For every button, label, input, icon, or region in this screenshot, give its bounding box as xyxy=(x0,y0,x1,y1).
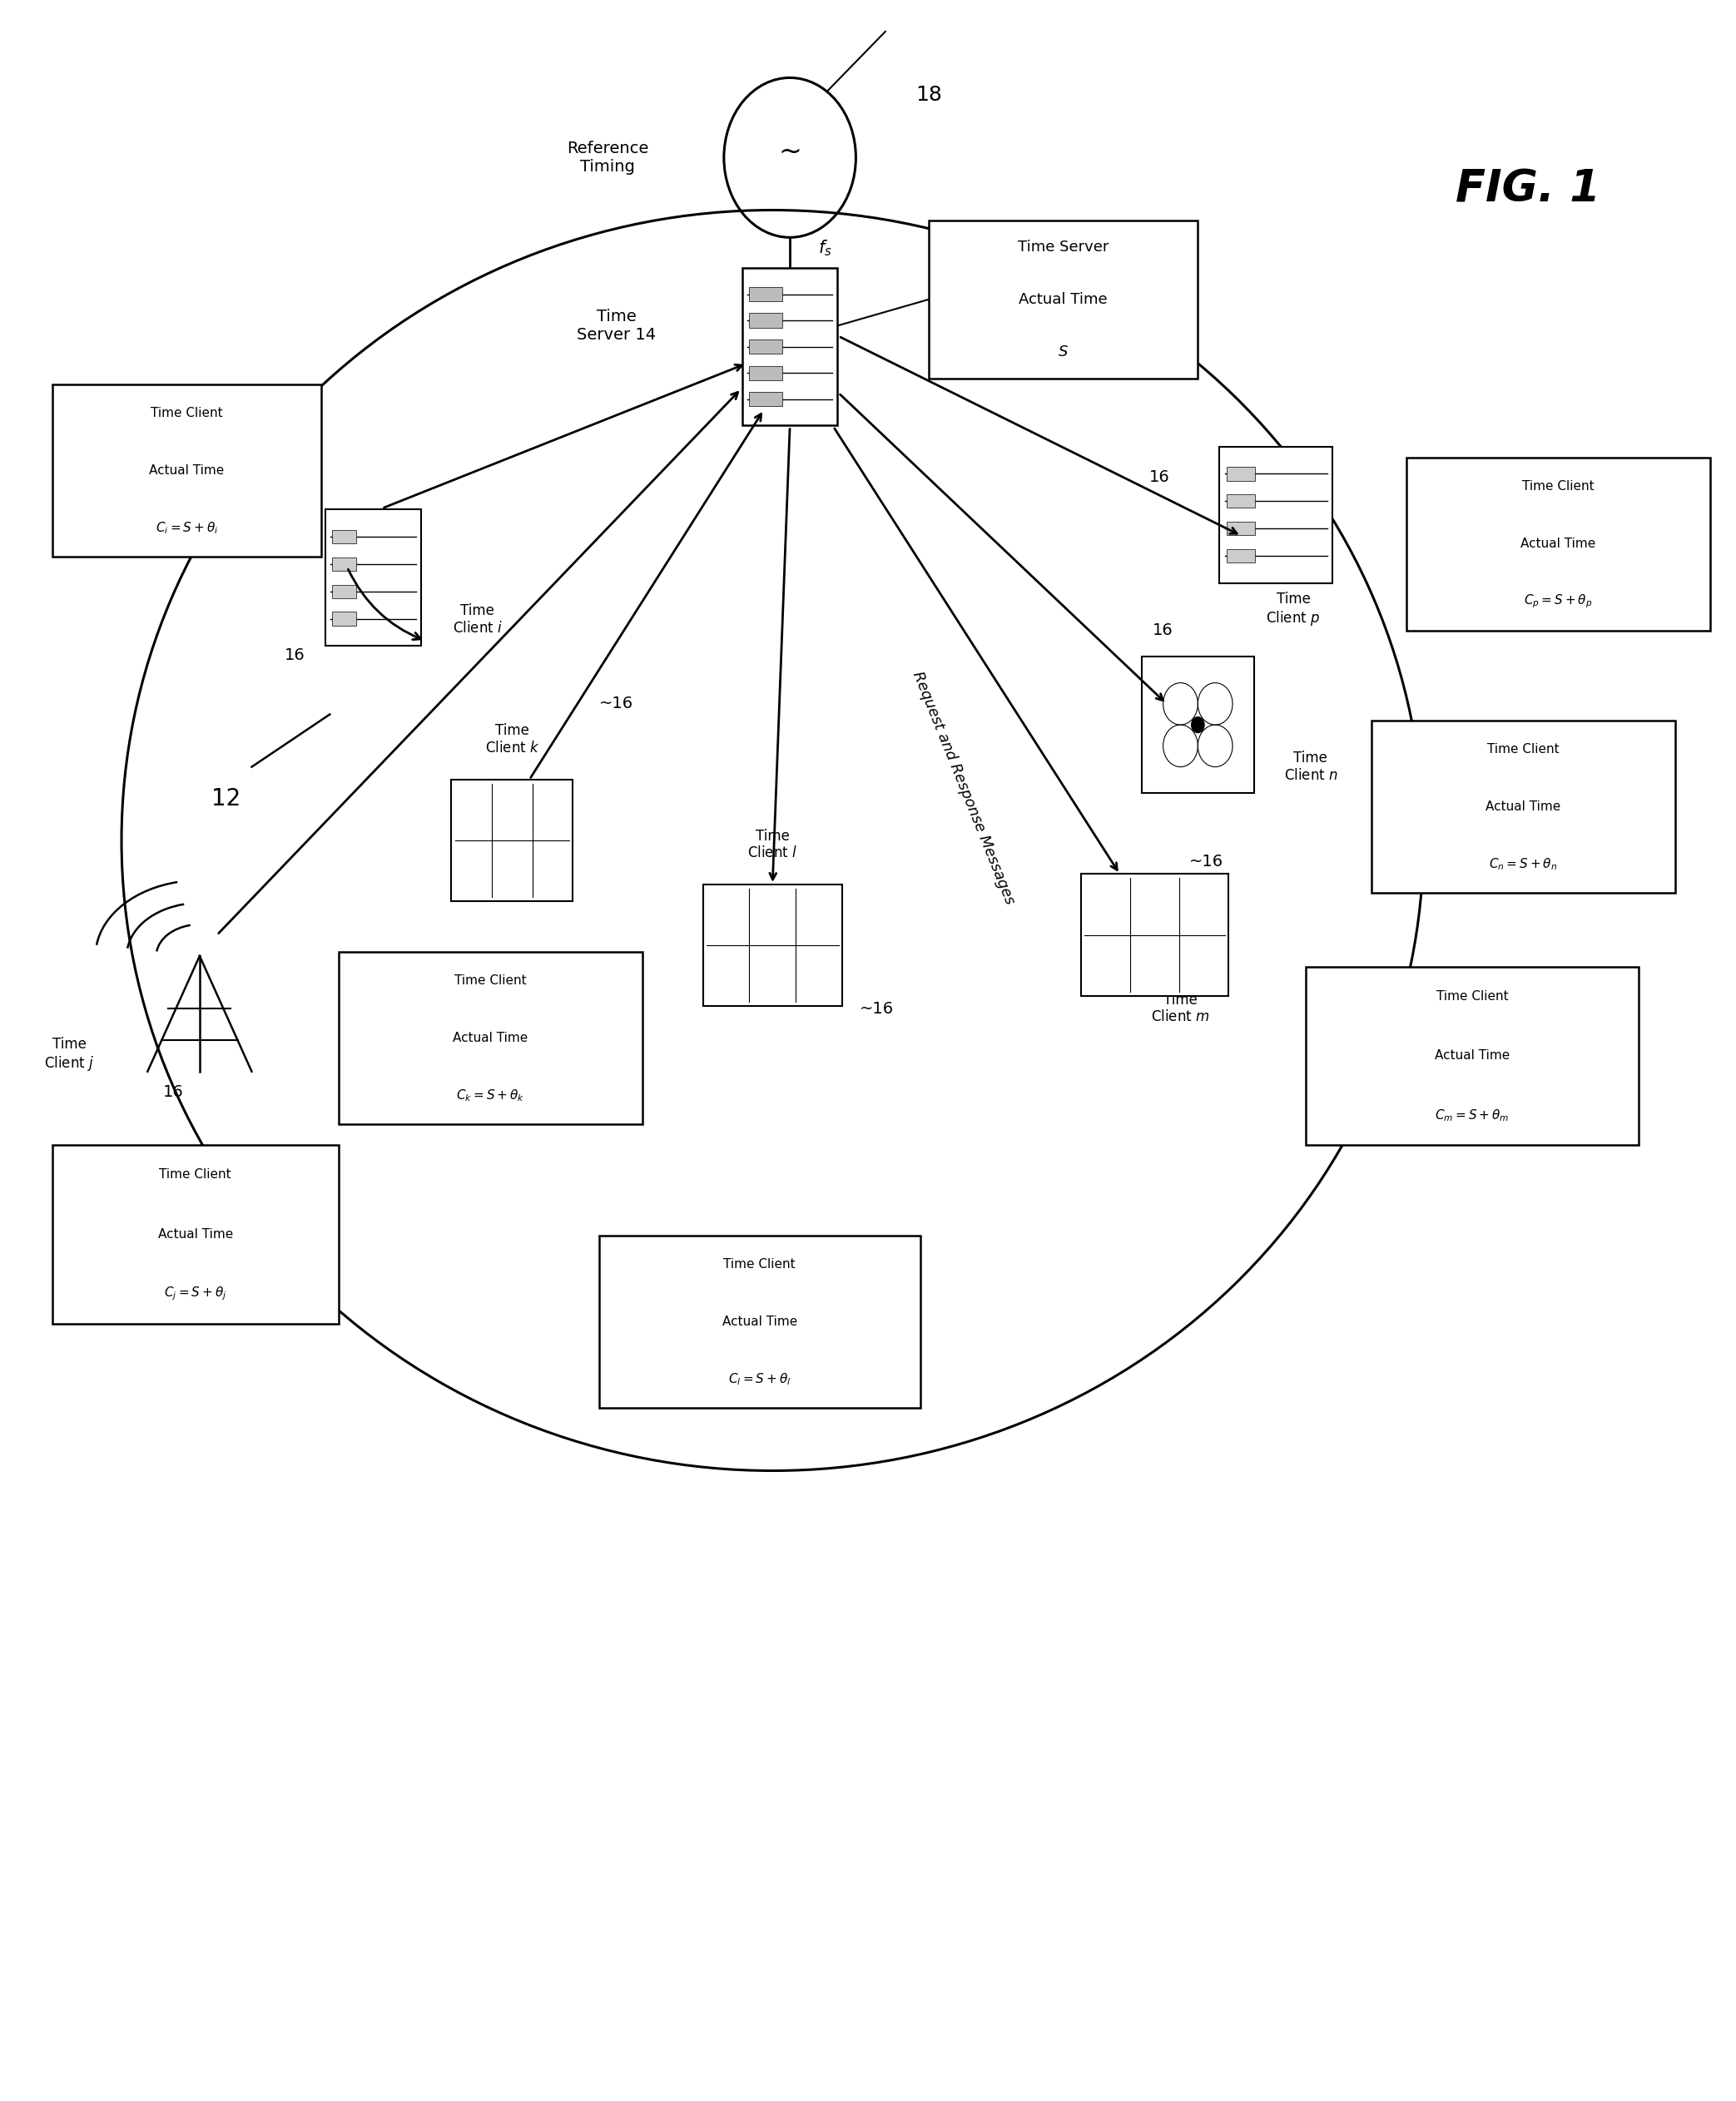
Text: $C_p = S + \theta_p$: $C_p = S + \theta_p$ xyxy=(1524,592,1592,609)
FancyBboxPatch shape xyxy=(52,384,321,557)
FancyBboxPatch shape xyxy=(332,529,356,544)
FancyBboxPatch shape xyxy=(332,611,356,626)
Text: ~: ~ xyxy=(778,137,802,166)
Circle shape xyxy=(1191,716,1205,733)
FancyBboxPatch shape xyxy=(750,313,783,328)
Text: Actual Time: Actual Time xyxy=(1486,800,1561,813)
Text: $C_j = S + \theta_j$: $C_j = S + \theta_j$ xyxy=(163,1286,227,1303)
Text: Actual Time: Actual Time xyxy=(1434,1050,1510,1061)
Text: ~16: ~16 xyxy=(859,1000,894,1017)
FancyBboxPatch shape xyxy=(1226,466,1255,481)
Text: 16: 16 xyxy=(1153,622,1174,639)
FancyBboxPatch shape xyxy=(1080,874,1229,996)
FancyBboxPatch shape xyxy=(1226,494,1255,508)
Text: Time
Client $k$: Time Client $k$ xyxy=(484,723,540,756)
Text: 10: 10 xyxy=(290,534,318,559)
FancyBboxPatch shape xyxy=(929,221,1198,378)
Text: Time Client: Time Client xyxy=(1488,744,1559,756)
Text: $C_k = S + \theta_k$: $C_k = S + \theta_k$ xyxy=(457,1088,524,1103)
Text: 16: 16 xyxy=(1149,469,1170,485)
Text: $f_s$: $f_s$ xyxy=(818,237,832,258)
Text: 16: 16 xyxy=(285,647,306,664)
FancyBboxPatch shape xyxy=(1226,521,1255,536)
FancyBboxPatch shape xyxy=(339,952,642,1124)
Text: Time
Client $p$: Time Client $p$ xyxy=(1266,590,1321,628)
FancyBboxPatch shape xyxy=(1141,656,1253,792)
Text: $C_i = S + \theta_i$: $C_i = S + \theta_i$ xyxy=(155,521,219,536)
FancyBboxPatch shape xyxy=(1406,458,1710,630)
Text: $C_n = S + \theta_n$: $C_n = S + \theta_n$ xyxy=(1489,857,1557,872)
Text: Actual Time: Actual Time xyxy=(1019,292,1108,307)
FancyBboxPatch shape xyxy=(1219,445,1333,582)
FancyBboxPatch shape xyxy=(332,584,356,599)
Text: Actual Time: Actual Time xyxy=(158,1229,233,1240)
FancyBboxPatch shape xyxy=(750,366,783,380)
Text: $C_m = S + \theta_m$: $C_m = S + \theta_m$ xyxy=(1436,1107,1509,1124)
Text: Actual Time: Actual Time xyxy=(453,1032,528,1044)
Text: Time Client: Time Client xyxy=(160,1168,231,1181)
FancyBboxPatch shape xyxy=(52,1145,339,1324)
FancyBboxPatch shape xyxy=(332,557,356,571)
FancyBboxPatch shape xyxy=(703,885,842,1006)
Text: Time
Client $j$: Time Client $j$ xyxy=(45,1036,94,1074)
FancyBboxPatch shape xyxy=(451,779,573,901)
FancyBboxPatch shape xyxy=(750,288,783,300)
FancyBboxPatch shape xyxy=(599,1235,920,1408)
FancyBboxPatch shape xyxy=(743,267,837,424)
Text: 18: 18 xyxy=(915,84,943,105)
Text: 12: 12 xyxy=(212,786,240,811)
FancyBboxPatch shape xyxy=(1226,548,1255,563)
Text: Time Client: Time Client xyxy=(1522,481,1594,494)
Text: Time Server: Time Server xyxy=(1017,240,1109,254)
Text: Time
Client $n$: Time Client $n$ xyxy=(1283,750,1338,784)
Text: Actual Time: Actual Time xyxy=(149,464,224,477)
Text: Request and Response Messages: Request and Response Messages xyxy=(910,670,1017,906)
FancyBboxPatch shape xyxy=(1305,966,1639,1145)
FancyBboxPatch shape xyxy=(326,508,420,647)
FancyBboxPatch shape xyxy=(1371,721,1675,893)
Text: 16: 16 xyxy=(163,1084,184,1101)
Text: Actual Time: Actual Time xyxy=(1521,538,1595,550)
Text: Time Client: Time Client xyxy=(724,1258,795,1271)
Text: FIG. 1: FIG. 1 xyxy=(1455,168,1601,210)
Text: Time Client: Time Client xyxy=(151,408,222,420)
Text: $C_l = S + \theta_l$: $C_l = S + \theta_l$ xyxy=(727,1372,792,1387)
Text: Reference
Timing: Reference Timing xyxy=(566,141,649,174)
Text: ~16: ~16 xyxy=(1189,853,1224,870)
Text: Time
Server 14: Time Server 14 xyxy=(576,309,656,342)
Text: Time
Client $m$: Time Client $m$ xyxy=(1151,992,1210,1025)
FancyBboxPatch shape xyxy=(750,340,783,353)
Text: Time
Client $l$: Time Client $l$ xyxy=(748,828,797,861)
FancyBboxPatch shape xyxy=(750,393,783,405)
Text: Actual Time: Actual Time xyxy=(722,1315,797,1328)
Text: Time Client: Time Client xyxy=(1436,990,1509,1002)
Text: ~16: ~16 xyxy=(599,695,634,712)
Text: S: S xyxy=(1059,345,1068,359)
Text: Time
Client $i$: Time Client $i$ xyxy=(453,603,502,637)
Text: Time Client: Time Client xyxy=(455,975,526,987)
